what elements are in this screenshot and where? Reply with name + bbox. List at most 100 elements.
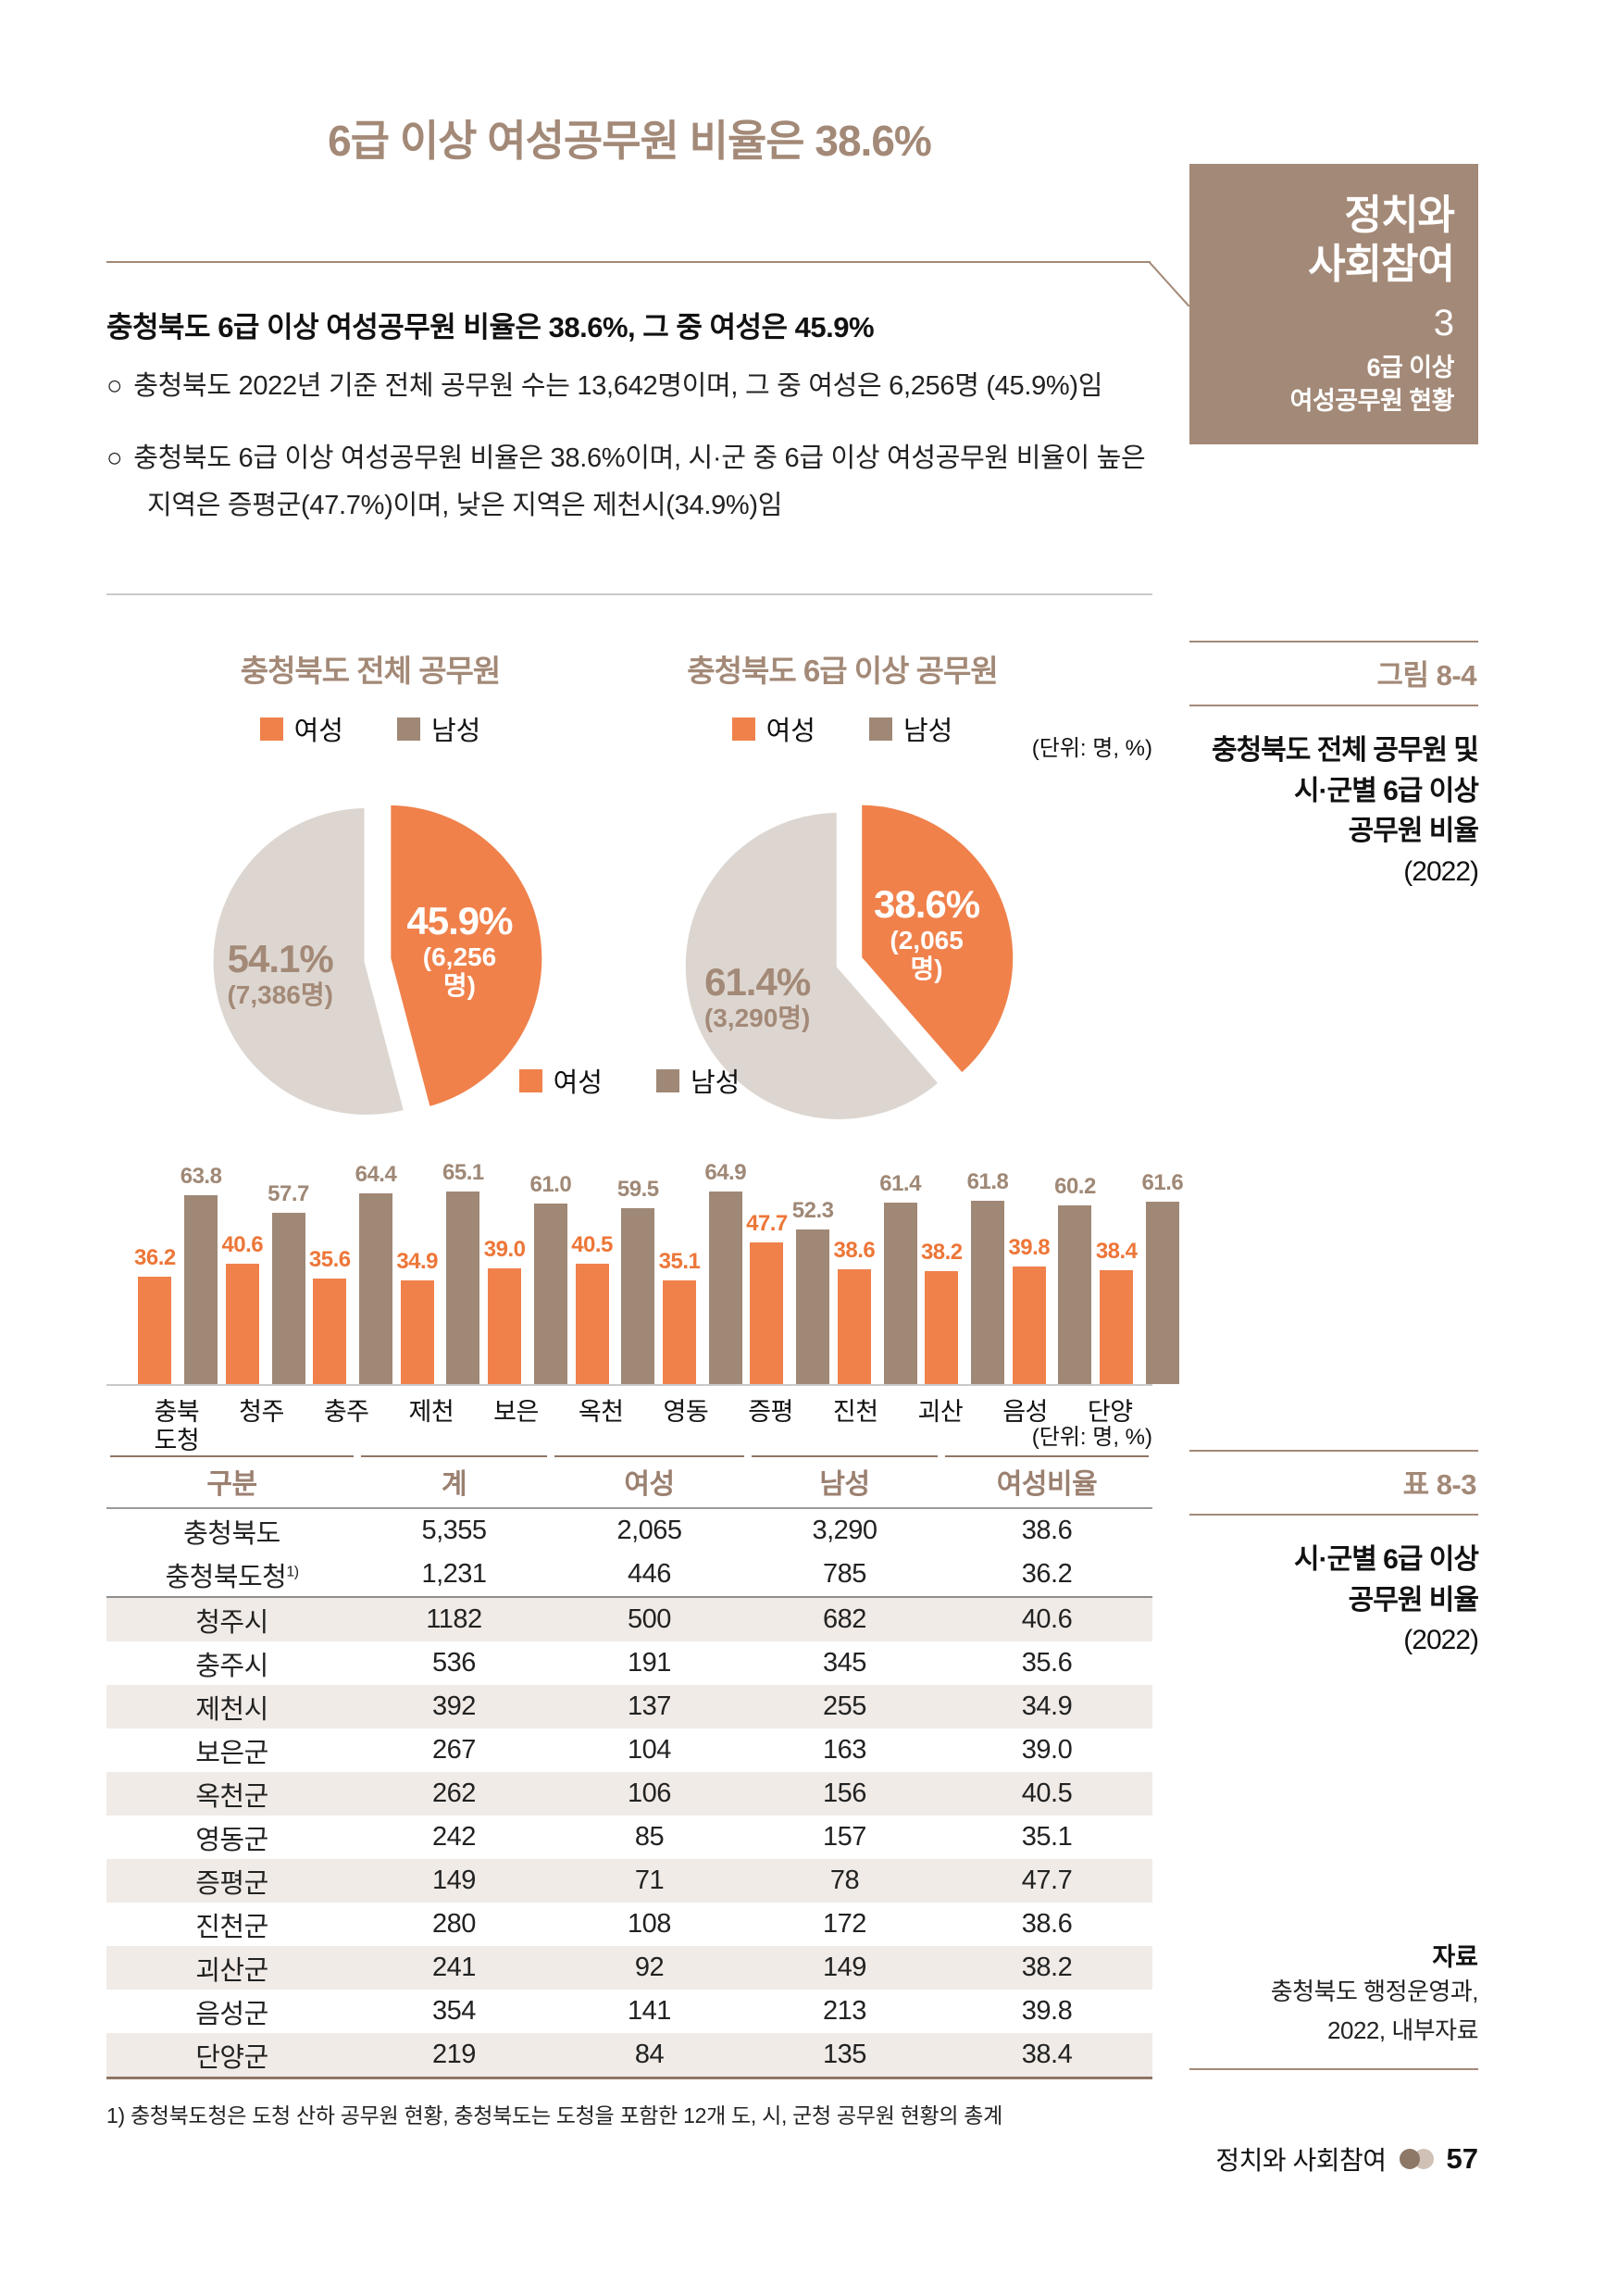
- pie-percent-value: 54.1%: [227, 936, 334, 980]
- table-cell: 92: [634, 1953, 665, 1982]
- bar-female: [1012, 1267, 1046, 1384]
- table-cell: 충청북도: [183, 1518, 280, 1549]
- table-cell: 1,231: [421, 1559, 487, 1589]
- page-number: 57: [1446, 2142, 1478, 2175]
- bar-female: [837, 1269, 871, 1384]
- caption-rule-top: [1189, 641, 1478, 643]
- table-cell: 계: [441, 1469, 467, 1500]
- pie-count-value: (3,290명): [703, 1004, 811, 1033]
- chapter-title-line2: 사회참여: [1308, 241, 1455, 287]
- table-cell: 충주시: [195, 1651, 268, 1681]
- bar-female: [138, 1277, 172, 1384]
- legend-label-female: 여성: [553, 1068, 603, 1098]
- bar-value-label: 38.2: [920, 1240, 963, 1265]
- table-cell: 2,065: [616, 1516, 682, 1545]
- bar-male: [446, 1192, 480, 1384]
- table-cell: 충청북도청1): [165, 1562, 299, 1592]
- figure-caption-year: (2022): [1403, 855, 1479, 887]
- table-bottom-border: [106, 2077, 1152, 2079]
- table-row: 증평군 149 71 78 47.7: [106, 1859, 1152, 1903]
- legend-item-female: 여성: [731, 709, 815, 748]
- table-row: 청주시 1182 500 682 40.6: [106, 1598, 1152, 1641]
- table-row: 옥천군 262 106 156 40.5: [106, 1772, 1152, 1816]
- table-cell: 제천시: [195, 1694, 268, 1725]
- bar-column-male: 65.1: [442, 1160, 484, 1384]
- bar-value-label: 61.6: [1141, 1170, 1184, 1195]
- table-row: 음성군 354 141 213 39.8: [106, 1990, 1152, 2033]
- table-cell: 78: [829, 1866, 860, 1895]
- table-cell: 구분: [206, 1469, 257, 1500]
- bar-x-label: 단양: [1087, 1398, 1133, 1426]
- chapter-subtitle-line2: 여성공무원 현황: [1289, 387, 1455, 416]
- bar-female: [750, 1242, 784, 1384]
- table-cell: 108: [628, 1909, 671, 1939]
- bar-male: [533, 1204, 567, 1384]
- caption-rule-top: [1189, 1450, 1478, 1452]
- bar-value-label: 38.6: [833, 1238, 876, 1263]
- table-cell: 음성군: [195, 1999, 268, 2029]
- table-cell: 241: [432, 1953, 476, 1982]
- pie-count-value: (6,256명): [422, 942, 497, 1001]
- bar-female: [225, 1264, 259, 1384]
- table-cell: 354: [432, 1996, 476, 2026]
- bar-female: [575, 1264, 609, 1384]
- table-cell: 84: [634, 2040, 665, 2069]
- table-top-border-segment: [752, 1455, 938, 1457]
- legend-label-male: 남성: [691, 1068, 741, 1098]
- table-cell: 옥천군: [195, 1781, 268, 1812]
- bar-x-label: 음성: [1002, 1398, 1048, 1426]
- table-footnote: 1) 충청북도청은 도청 산하 공무원 현황, 충청북도는 도청을 포함한 12…: [106, 2103, 1002, 2128]
- table-cell: 71: [634, 1866, 665, 1895]
- table-cell: 149: [823, 1953, 866, 1982]
- bar-column-male: 61.4: [879, 1171, 921, 1384]
- bar-value-label: 36.2: [134, 1245, 176, 1270]
- source-line: 2022, 내부자료: [1327, 2015, 1478, 2044]
- table-cell: 137: [628, 1691, 671, 1721]
- table-cell: 청주시: [195, 1607, 268, 1638]
- page-footer: 정치와 사회참여 57: [1097, 2140, 1478, 2177]
- bar-group: 36.2 63.8: [134, 1137, 222, 1384]
- table-group-divider: [106, 1596, 1152, 1598]
- female-legend-swatch-icon: [259, 717, 283, 741]
- unit-note-figure: (단위: 명, %): [1031, 736, 1152, 761]
- legend-label-female: 여성: [293, 717, 343, 746]
- caption-rule-bottom: [1189, 705, 1478, 706]
- male-legend-swatch-icon: [869, 717, 892, 741]
- table-cell: 35.6: [1021, 1648, 1073, 1678]
- footer-section-title: 정치와 사회참여: [1215, 2146, 1387, 2175]
- bar-x-label: 충주: [323, 1398, 369, 1426]
- bar-column-male: 64.9: [704, 1160, 747, 1384]
- pie1-title: 충청북도 전체 공무원: [240, 654, 502, 688]
- bar-male: [1145, 1202, 1179, 1384]
- bar-column-male: 57.7: [268, 1181, 309, 1384]
- legend-item-male: 남성: [656, 1061, 740, 1100]
- unit-note-table: (단위: 명, %): [1031, 1425, 1152, 1450]
- table-cell: 47.7: [1021, 1866, 1073, 1895]
- chapter-title: 정치와 사회참여: [1199, 192, 1455, 290]
- table-caption-label: 표 8-3: [1402, 1468, 1477, 1501]
- table-cell: 1182: [426, 1604, 482, 1634]
- table-cell: 39.8: [1021, 1996, 1073, 2026]
- bar-column-female: 40.6: [221, 1232, 264, 1384]
- bar-female: [1100, 1270, 1134, 1384]
- bar-column-female: 34.9: [396, 1249, 439, 1384]
- table-cell: 149: [432, 1866, 476, 1895]
- bar-column-female: 47.7: [746, 1211, 788, 1384]
- bar-male: [271, 1213, 305, 1384]
- table-cell: 남성: [819, 1469, 870, 1500]
- source-rule: [1189, 2068, 1478, 2071]
- bar-column-female: 40.5: [571, 1232, 613, 1384]
- bar-column-female: 36.2: [134, 1245, 176, 1384]
- pie-percent-value: 61.4%: [704, 960, 811, 1004]
- pie2-legend: 여성 남성: [583, 709, 1101, 748]
- table-cell: 증평군: [195, 1868, 268, 1899]
- table-cell: 106: [628, 1778, 671, 1808]
- table-top-border-segment: [554, 1455, 744, 1457]
- bar-column-female: 39.0: [484, 1237, 526, 1384]
- bar-column-male: 60.2: [1054, 1174, 1096, 1384]
- bar-female: [925, 1271, 959, 1384]
- pie-slice-female: [386, 800, 547, 1112]
- legend-item-male: 남성: [397, 709, 480, 748]
- bar-x-label: 영동: [663, 1398, 709, 1426]
- legend-label-male: 남성: [431, 717, 481, 746]
